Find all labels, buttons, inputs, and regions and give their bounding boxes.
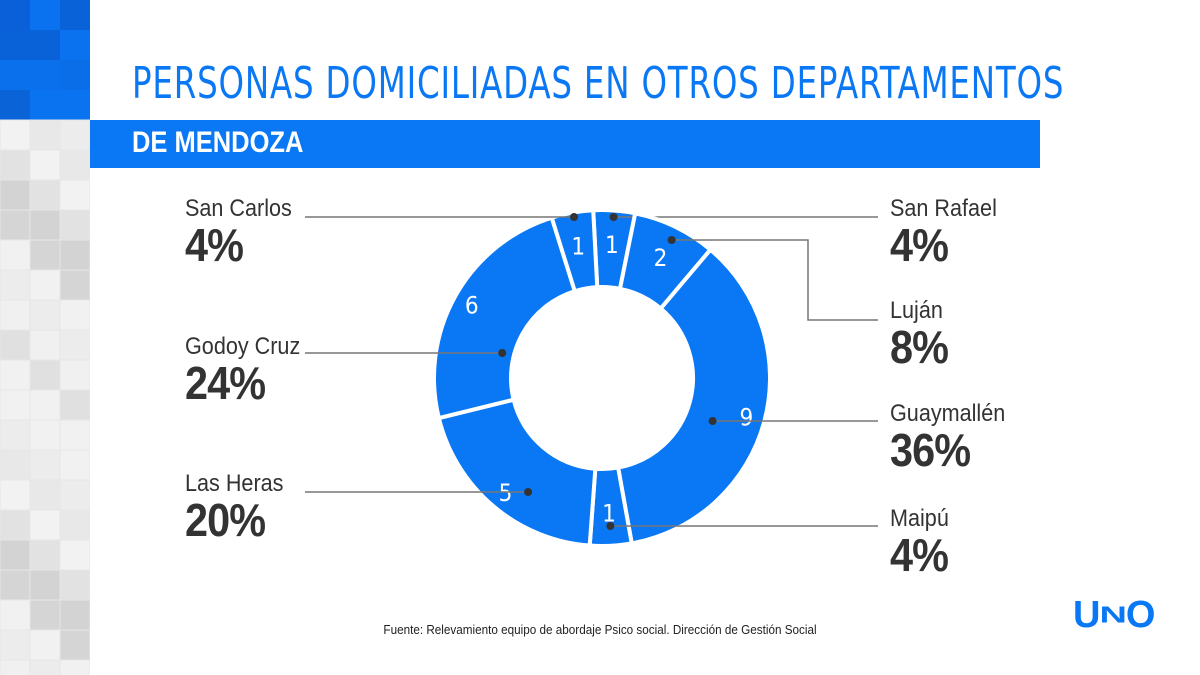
- category-percent: 24%: [185, 357, 266, 409]
- pattern-cell: [0, 569, 31, 601]
- pattern-cell: [59, 509, 90, 541]
- category-percent: 4%: [890, 219, 949, 271]
- category-name: San Rafael: [890, 195, 997, 222]
- pattern-cell: [60, 90, 90, 120]
- donut-slice-guaymallén: [615, 246, 772, 546]
- category-name: San Carlos: [185, 195, 292, 222]
- slice-value-label: 2: [654, 244, 668, 272]
- slice-value-label: 6: [465, 292, 479, 320]
- leader-dot: [524, 488, 533, 496]
- subtitle: DE MENDOZA: [132, 126, 304, 159]
- pattern-cell: [29, 269, 61, 301]
- category-name: Godoy Cruz: [185, 333, 301, 360]
- pattern-cell: [0, 60, 30, 90]
- slice-value-label: 1: [605, 231, 619, 259]
- pattern-cell: [59, 659, 90, 675]
- leader-dot: [498, 349, 507, 357]
- leader-dot: [667, 236, 676, 244]
- pattern-cell: [59, 629, 90, 661]
- pattern-cell: [59, 149, 90, 181]
- logo: UNO: [1073, 594, 1155, 636]
- pattern-cell: [0, 479, 31, 511]
- pattern-cell: [59, 179, 90, 211]
- pattern-cell: [30, 0, 60, 30]
- category-label: Maipú 4%: [890, 505, 955, 581]
- pattern-cell: [0, 329, 31, 361]
- pattern-cell: [59, 299, 90, 331]
- category-label: Las Heras 20%: [185, 470, 294, 546]
- page-title: PERSONAS DOMICILIADAS EN OTROS DEPARTAME…: [132, 58, 1065, 109]
- pattern-cell: [60, 60, 90, 90]
- category-name: Las Heras: [185, 470, 284, 497]
- pattern-cell: [29, 479, 61, 511]
- donut-slice-las-heras: [436, 397, 598, 548]
- leader-dot: [570, 213, 579, 221]
- pattern-cell: [59, 599, 90, 631]
- slice-value-label: 1: [602, 499, 616, 527]
- category-name: Maipú: [890, 505, 949, 532]
- pattern-cell: [29, 329, 61, 361]
- category-label: Guaymallén 36%: [890, 400, 1018, 476]
- pattern-cell: [59, 389, 90, 421]
- slice-value-label: 9: [740, 404, 754, 432]
- donut-slice-san-carlos: [549, 208, 600, 294]
- subtitle-bar: [90, 120, 1040, 168]
- pattern-cell: [30, 60, 60, 90]
- pattern-cell: [29, 209, 61, 241]
- category-name: Luján: [890, 297, 943, 324]
- leader-dot: [708, 417, 717, 425]
- pattern-cell: [59, 569, 90, 601]
- pattern-cell: [0, 30, 30, 60]
- decorative-pattern: [0, 0, 90, 675]
- pattern-cell: [59, 209, 90, 241]
- category-label: San Rafael 4%: [890, 195, 1009, 271]
- pattern-cell: [0, 90, 30, 120]
- pattern-cell: [60, 30, 90, 60]
- pattern-cell: [59, 359, 90, 391]
- pattern-cell: [59, 119, 90, 151]
- pattern-cell: [0, 539, 31, 571]
- leader-line: [671, 239, 878, 321]
- pattern-cell: [59, 539, 90, 571]
- pattern-cell: [0, 659, 31, 675]
- pattern-cell: [0, 299, 31, 331]
- category-label: San Carlos 4%: [185, 195, 304, 271]
- leader-dot: [606, 522, 615, 530]
- slice-value-label: 5: [499, 479, 513, 507]
- pattern-cell: [60, 0, 90, 30]
- pattern-cell: [29, 149, 61, 181]
- slice-value-label: 1: [571, 233, 585, 261]
- pattern-cell: [0, 239, 31, 271]
- pattern-cell: [29, 119, 61, 151]
- pattern-cell: [0, 629, 31, 661]
- pattern-cell: [0, 0, 30, 30]
- pattern-cell: [59, 419, 90, 451]
- pattern-cell: [0, 119, 31, 151]
- pattern-cell: [30, 90, 60, 120]
- pattern-cell: [29, 659, 61, 675]
- pattern-cell: [29, 299, 61, 331]
- pattern-cell: [59, 479, 90, 511]
- leader-dot: [609, 213, 618, 221]
- pattern-cell: [59, 269, 90, 301]
- pattern-cell: [0, 389, 31, 421]
- pattern-cell: [30, 30, 60, 60]
- donut-slice-godoy-cruz: [432, 215, 578, 421]
- category-label: Godoy Cruz 24%: [185, 333, 313, 409]
- category-label: Luján 8%: [890, 297, 954, 373]
- source-note: Fuente: Relevamiento equipo de abordaje …: [383, 622, 817, 637]
- category-percent: 4%: [890, 529, 949, 581]
- category-percent: 20%: [185, 494, 266, 546]
- category-name: Guaymallén: [890, 400, 1006, 427]
- category-percent: 4%: [185, 219, 244, 271]
- category-percent: 8%: [890, 321, 949, 373]
- category-percent: 36%: [890, 424, 971, 476]
- pattern-cell: [0, 599, 31, 631]
